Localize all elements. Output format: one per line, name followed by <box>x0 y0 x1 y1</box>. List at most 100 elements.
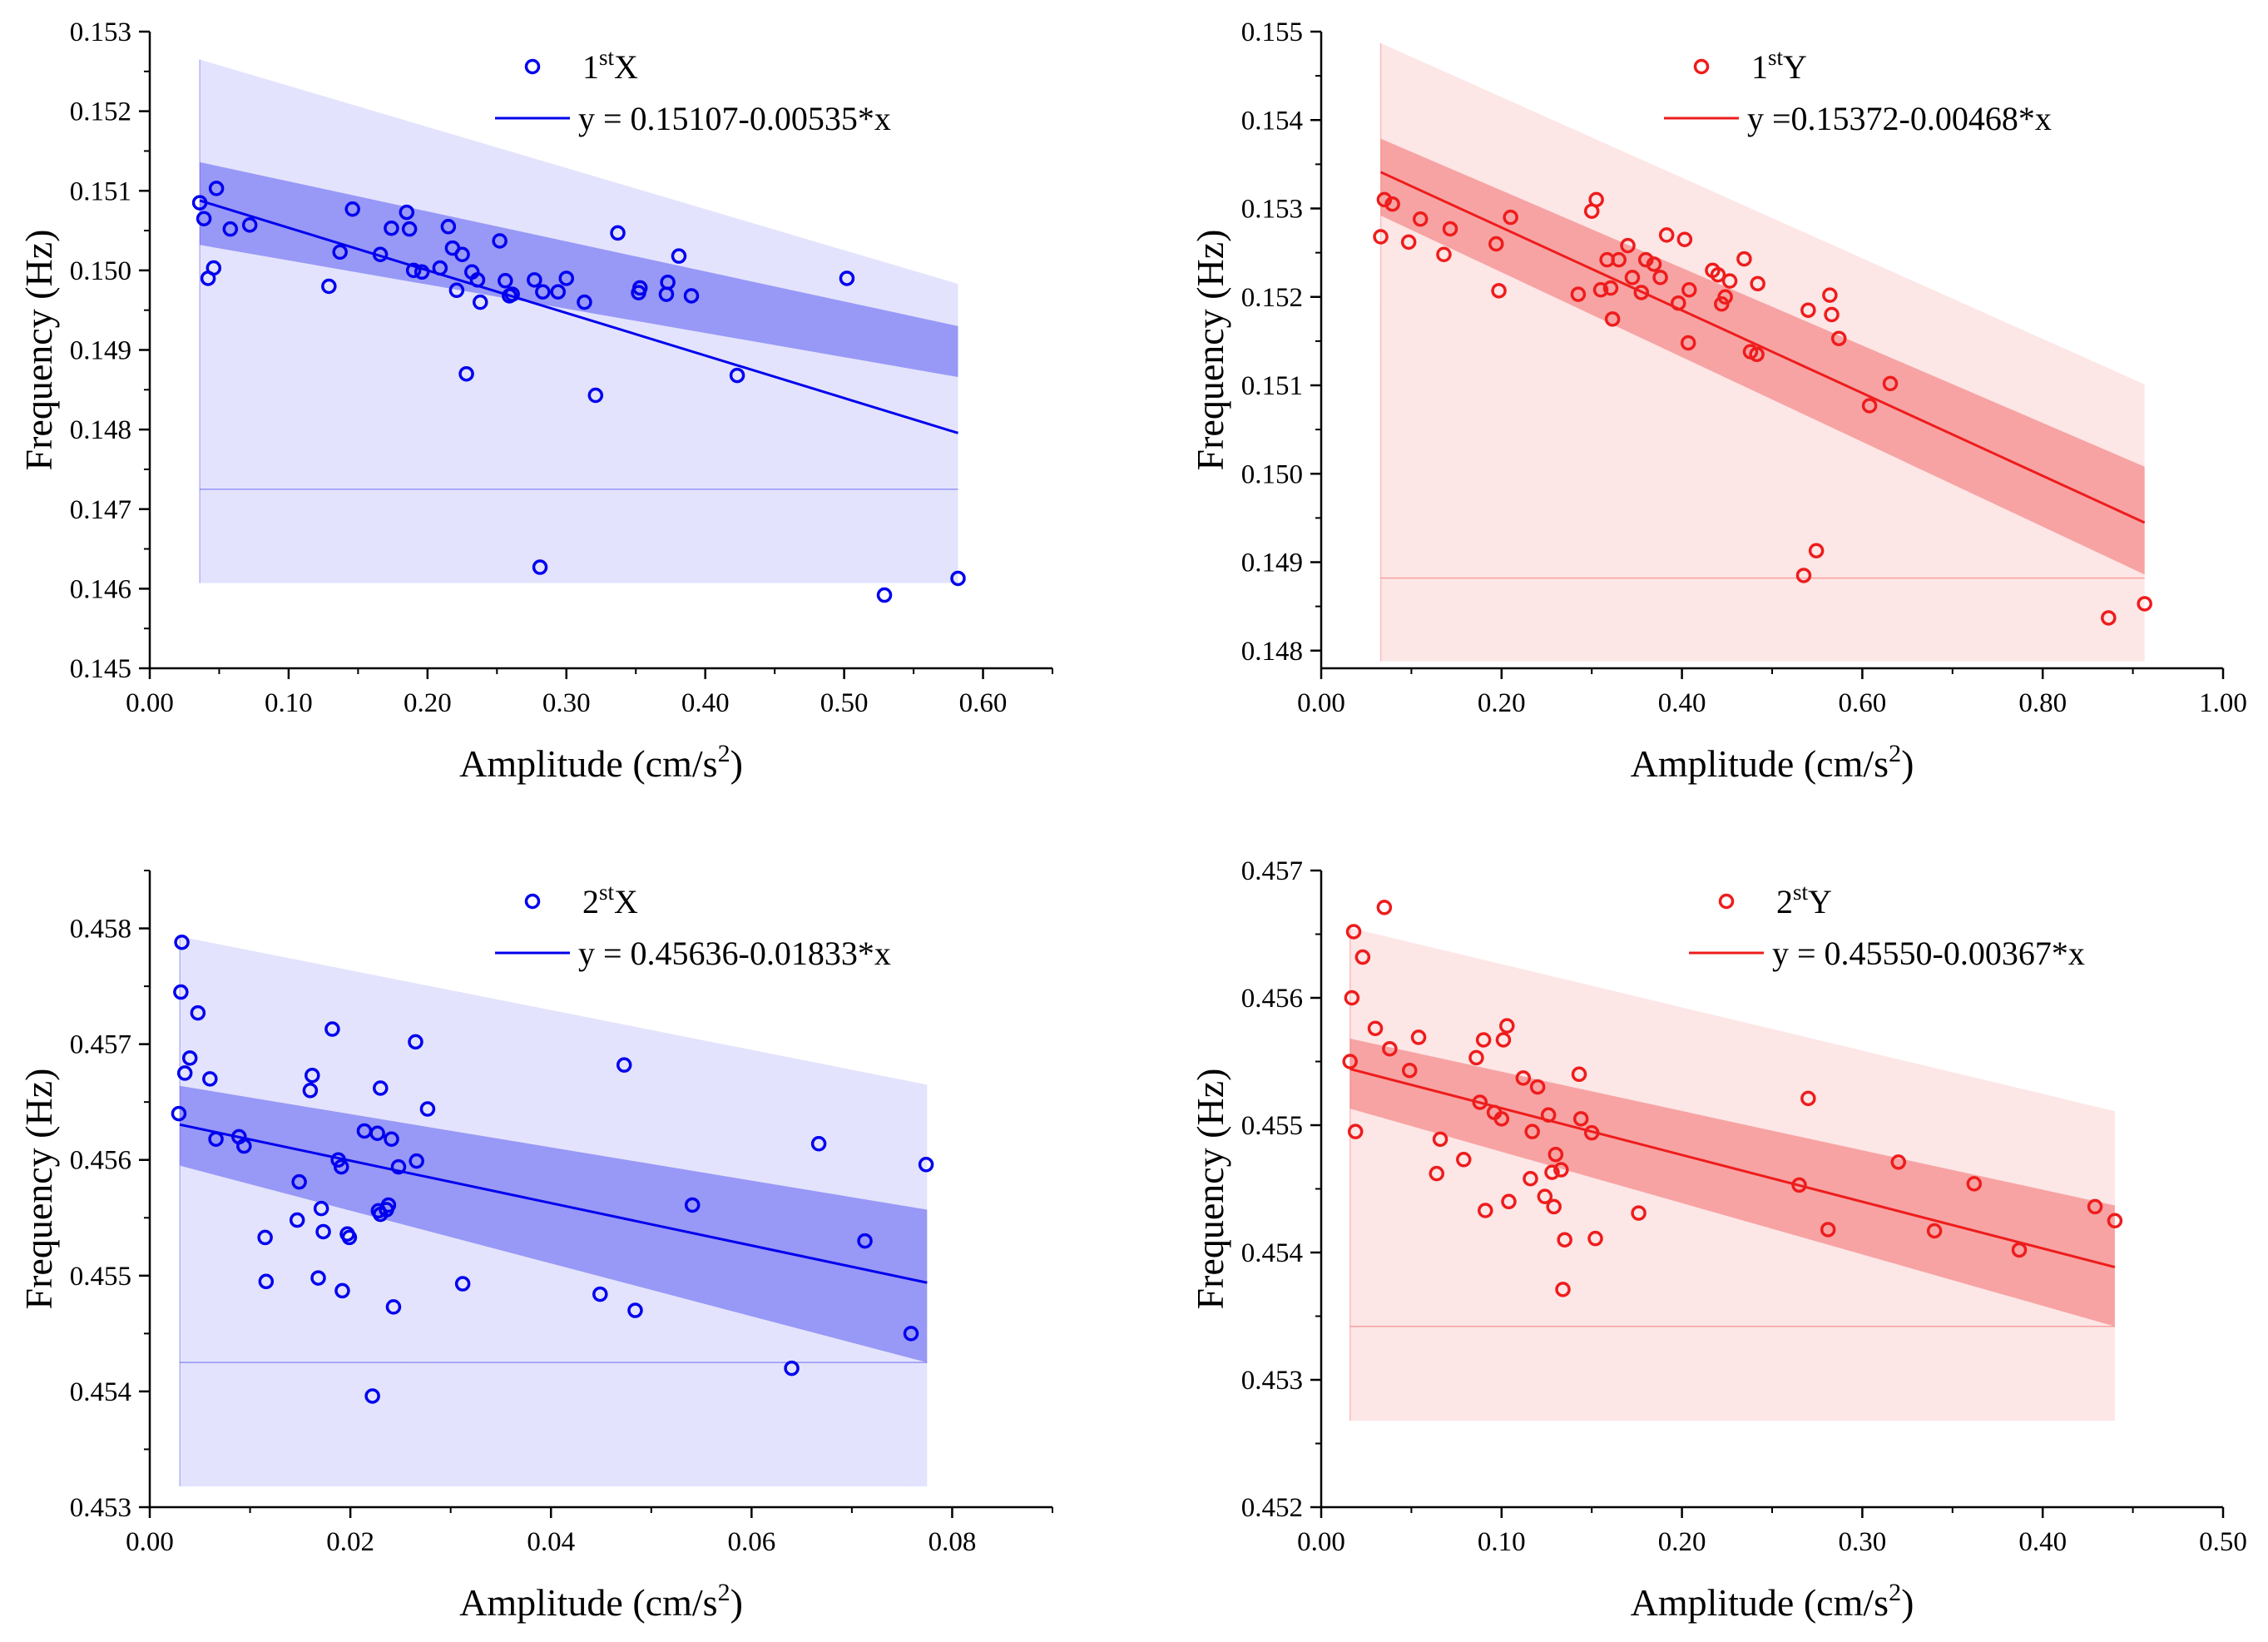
data-point <box>587 387 604 404</box>
data-point <box>950 570 966 587</box>
legend-series-label: 2stY <box>1776 880 1832 920</box>
data-point <box>1503 209 1518 226</box>
data-point <box>558 270 575 286</box>
data-point <box>208 181 225 196</box>
y-tick-label: 0.454 <box>1241 1238 1303 1268</box>
data-point <box>384 220 399 236</box>
data-point <box>1553 1162 1569 1178</box>
data-point <box>1624 270 1641 285</box>
y-axis-title: Frequency (Hz) <box>1189 230 1231 471</box>
data-point <box>1676 231 1693 247</box>
data-point <box>1571 1066 1587 1083</box>
data-point <box>1800 1090 1816 1107</box>
data-point <box>1750 275 1765 292</box>
x-tick-label: 0.20 <box>404 688 452 718</box>
y-axis-title: Frequency (Hz) <box>1189 1069 1231 1310</box>
data-point <box>1475 1032 1492 1048</box>
data-point <box>208 1131 224 1147</box>
x-tick-label: 0.50 <box>2199 1527 2247 1557</box>
data-point <box>1529 1079 1546 1095</box>
data-point <box>1547 1146 1564 1163</box>
data-point <box>401 221 418 237</box>
data-point <box>918 1157 934 1173</box>
data-point <box>627 1302 643 1318</box>
data-point <box>684 1197 701 1213</box>
x-tick-label: 0.30 <box>1839 1527 1887 1557</box>
data-point <box>1523 1171 1538 1187</box>
data-point <box>1515 1070 1532 1086</box>
prediction-band-lower-fill <box>1349 1213 2115 1421</box>
data-point <box>173 984 189 1000</box>
data-point <box>1540 1107 1557 1124</box>
data-point <box>458 365 474 382</box>
data-point <box>1491 283 1507 299</box>
x-axis-title-end: ) <box>1901 742 1914 785</box>
legend-series-label: 1stX <box>582 45 638 86</box>
y-tick-label: 0.150 <box>70 256 131 286</box>
y-tick-label: 0.148 <box>1241 637 1303 667</box>
data-point <box>1620 237 1636 254</box>
data-point <box>876 587 893 603</box>
data-point <box>1583 1124 1600 1141</box>
data-point <box>610 225 626 241</box>
legend-marker <box>524 893 541 910</box>
data-point <box>784 1360 800 1377</box>
data-point <box>683 288 700 304</box>
data-point <box>1495 1032 1512 1048</box>
data-point <box>1592 282 1609 298</box>
data-point <box>334 1158 349 1175</box>
y-tick-label: 0.147 <box>70 495 131 525</box>
data-point <box>1442 221 1458 237</box>
x-axis-title-end: ) <box>1901 1581 1914 1624</box>
data-point <box>1736 251 1752 267</box>
data-point <box>373 1080 389 1096</box>
x-axis-title-main: Amplitude (cm/s <box>459 1581 717 1624</box>
data-point <box>222 221 239 237</box>
data-point <box>1432 1131 1448 1148</box>
data-point <box>1671 295 1686 311</box>
prediction-band <box>1349 927 2115 1421</box>
y-tick-label: 0.456 <box>1241 984 1303 1014</box>
x-tick-label: 0.08 <box>928 1527 977 1557</box>
x-tick-label: 1.00 <box>2199 688 2247 718</box>
confidence-band <box>180 1085 928 1363</box>
data-point <box>1570 286 1587 302</box>
data-point <box>2101 610 2117 626</box>
data-point <box>313 1200 329 1217</box>
data-point <box>1499 1018 1515 1034</box>
x-tick-label: 0.40 <box>681 688 730 718</box>
legend-series-sup: st <box>1793 880 1809 905</box>
data-point <box>191 195 208 211</box>
chart-panel-1st-y: 0.00 0.20 0.40 0.60 0.80 1.00 0.148 0.149 0.150 0… <box>1189 17 2247 785</box>
legend-series-label: 2stX <box>582 880 638 920</box>
y-tick-label: 0.453 <box>1241 1366 1303 1396</box>
data-point <box>419 1101 436 1117</box>
data-point <box>1681 282 1697 298</box>
legend-series-num: 2 <box>582 883 599 920</box>
data-point <box>2137 596 2152 612</box>
data-point <box>1400 234 1417 251</box>
data-point <box>1429 1165 1445 1182</box>
y-tick-label: 0.154 <box>1241 106 1303 136</box>
y-tick-label: 0.153 <box>1241 195 1303 225</box>
data-point <box>1382 1040 1398 1057</box>
x-axis-title: Amplitude (cm/s2) <box>1631 1579 1914 1624</box>
prediction-band <box>180 936 928 1486</box>
data-point <box>206 260 222 276</box>
legend-series-num: 1 <box>582 48 599 86</box>
data-point <box>1537 1188 1553 1204</box>
data-point <box>1808 543 1825 558</box>
data-point <box>1401 1062 1418 1079</box>
x-axis-title-sup: 2 <box>718 740 730 767</box>
legend-series-num: 1 <box>1751 48 1768 86</box>
data-point <box>257 1229 273 1246</box>
y-tick-label: 0.149 <box>1241 548 1303 578</box>
data-point <box>1544 1164 1560 1180</box>
prediction-band <box>200 59 958 489</box>
x-axis-title-end: ) <box>730 1581 743 1624</box>
x-tick-label: 0.30 <box>542 688 591 718</box>
data-point <box>504 286 520 302</box>
data-point <box>1795 568 1812 583</box>
